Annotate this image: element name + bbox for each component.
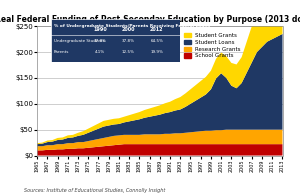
Title: Real Federal Funding of Post-Seconday Education by Purpose (2013 dollars): Real Federal Funding of Post-Seconday Ed… bbox=[0, 15, 300, 24]
Text: 1990: 1990 bbox=[93, 27, 107, 32]
Text: 12.5%: 12.5% bbox=[122, 50, 135, 54]
Text: Undergraduate Students: Undergraduate Students bbox=[54, 39, 104, 43]
Text: 19.9%: 19.9% bbox=[150, 50, 163, 54]
Text: 4.1%: 4.1% bbox=[95, 50, 105, 54]
Text: 37.8%: 37.8% bbox=[122, 39, 135, 43]
Text: % of Undergraduate Students/Parents Receiving Federal Loans: % of Undergraduate Students/Parents Rece… bbox=[54, 24, 210, 28]
Text: Parents: Parents bbox=[54, 50, 69, 54]
Text: 2012: 2012 bbox=[150, 27, 164, 32]
Text: 2000: 2000 bbox=[122, 27, 135, 32]
Text: Sources: Institute of Educational Studies, Connolly Insight: Sources: Institute of Educational Studie… bbox=[24, 188, 165, 193]
Text: 37.8%: 37.8% bbox=[94, 39, 106, 43]
FancyBboxPatch shape bbox=[51, 19, 180, 62]
Legend: Student Grants, Student Loans, Research Grants, School Grants: Student Grants, Student Loans, Research … bbox=[182, 31, 242, 60]
Text: 64.5%: 64.5% bbox=[150, 39, 163, 43]
